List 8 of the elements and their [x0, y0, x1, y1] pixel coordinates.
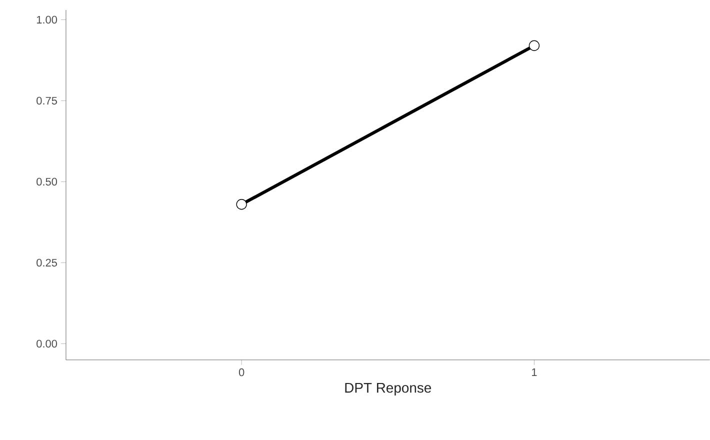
y-tick-label: 0.00 [36, 340, 58, 348]
y-tick-label: 1.00 [36, 16, 58, 24]
x-tick-label: 0 [238, 368, 244, 376]
y-tick-label: 0.50 [36, 178, 58, 186]
x-tick-label: 1 [532, 368, 537, 376]
y-tick-label: 0.25 [36, 258, 57, 267]
x-axis-title: DPT Reponse [345, 383, 432, 396]
y-tick-label: 0.75 [36, 96, 57, 105]
